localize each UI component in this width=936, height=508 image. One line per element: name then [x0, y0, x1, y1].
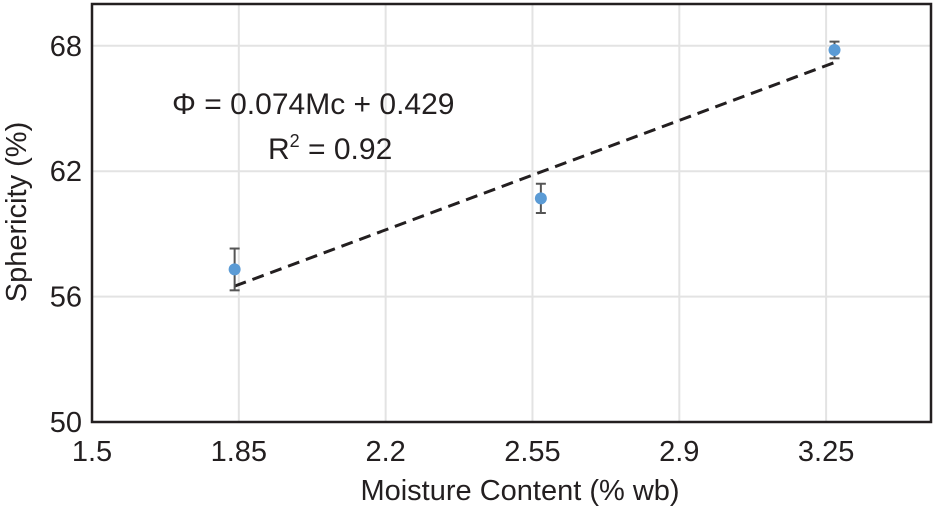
r-squared-value: = 0.92 — [300, 133, 393, 166]
regression-equation: Φ = 0.074Mc + 0.429 — [172, 88, 454, 121]
x-tick-label: 3.25 — [798, 436, 854, 468]
y-axis-title: Sphericity (%) — [1, 122, 33, 303]
x-axis-title: Moisture Content (% wb) — [360, 475, 679, 507]
point-marker — [828, 43, 841, 56]
data-point — [534, 182, 547, 214]
data-point — [828, 40, 841, 60]
r-squared-sup: 2 — [290, 131, 300, 151]
y-tick-labels: 50 56 62 68 — [50, 31, 82, 439]
x-tick-label: 1.85 — [211, 436, 267, 468]
point-marker — [228, 263, 241, 276]
y-tick-label: 50 — [50, 407, 82, 439]
x-tick-label: 2.9 — [659, 436, 699, 468]
grid — [92, 4, 931, 422]
y-tick-label: 62 — [50, 156, 82, 188]
x-tick-label: 2.2 — [365, 436, 405, 468]
y-tick-label: 56 — [50, 282, 82, 314]
trendline — [234, 61, 836, 288]
data-points — [228, 40, 841, 292]
point-marker — [534, 192, 547, 205]
data-point — [228, 247, 241, 292]
plot-frame — [90, 2, 933, 424]
y-tick-label: 68 — [50, 31, 82, 63]
x-tick-label: 2.55 — [504, 436, 560, 468]
x-tick-label: 1.5 — [72, 436, 112, 468]
r-squared-base: R — [268, 133, 290, 166]
r-squared-label: R2 = 0.92 — [268, 131, 392, 166]
trendline-group — [234, 61, 836, 288]
x-tick-labels: 1.5 1.85 2.2 2.55 2.9 3.25 — [72, 436, 855, 468]
